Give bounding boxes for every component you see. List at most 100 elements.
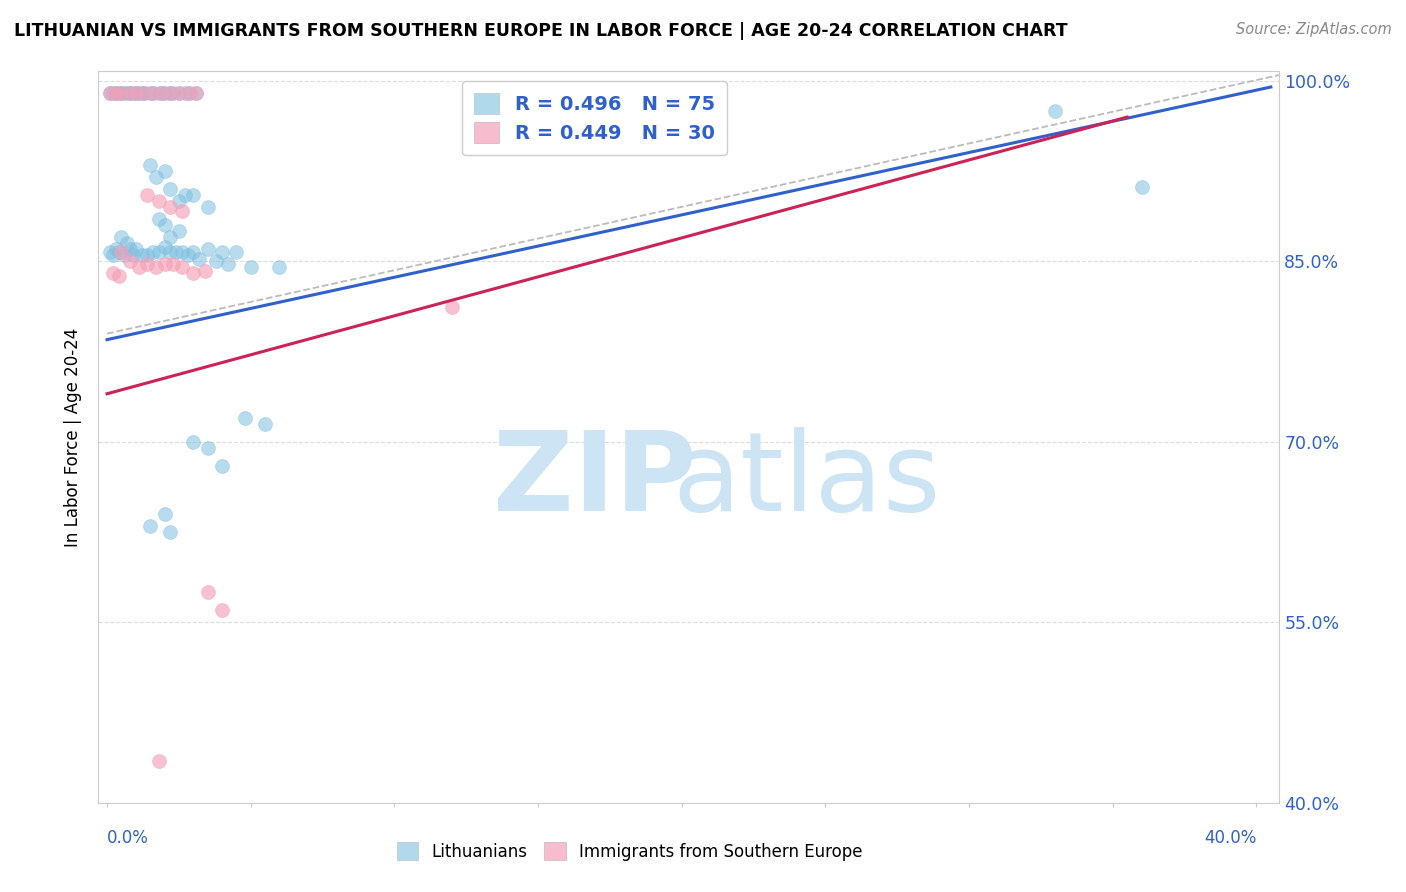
- Point: [194, 264, 217, 278]
- Point: [104, 86, 127, 100]
- Point: [131, 248, 153, 262]
- Point: [139, 86, 162, 100]
- Point: [153, 164, 176, 178]
- Point: [613, 140, 636, 154]
- Point: [115, 236, 138, 251]
- Point: [153, 86, 176, 100]
- Point: [233, 410, 256, 425]
- Point: [145, 260, 167, 275]
- Point: [118, 243, 141, 257]
- Point: [173, 188, 195, 202]
- Point: [136, 257, 159, 271]
- Point: [136, 188, 159, 202]
- Point: [197, 243, 219, 257]
- Point: [170, 260, 193, 275]
- Point: [142, 86, 165, 100]
- Point: [118, 86, 141, 100]
- Point: [225, 244, 247, 259]
- Point: [176, 248, 198, 262]
- Point: [112, 248, 135, 262]
- Point: [153, 507, 176, 521]
- Point: [128, 260, 150, 275]
- Point: [128, 86, 150, 100]
- Point: [211, 603, 233, 617]
- Text: atlas: atlas: [673, 427, 941, 534]
- Point: [153, 240, 176, 254]
- Point: [148, 194, 170, 209]
- Point: [167, 86, 190, 100]
- Point: [107, 268, 129, 283]
- Point: [1130, 179, 1153, 194]
- Point: [142, 244, 165, 259]
- Point: [181, 188, 204, 202]
- Point: [139, 519, 162, 533]
- Point: [150, 86, 173, 100]
- Text: 40.0%: 40.0%: [1204, 830, 1257, 847]
- Point: [159, 244, 181, 259]
- Point: [115, 86, 138, 100]
- Point: [205, 254, 228, 268]
- Text: 0.0%: 0.0%: [107, 830, 149, 847]
- Point: [110, 86, 132, 100]
- Point: [150, 86, 173, 100]
- Point: [107, 86, 129, 100]
- Point: [159, 86, 181, 100]
- Point: [110, 244, 132, 259]
- Point: [104, 243, 127, 257]
- Point: [148, 86, 170, 100]
- Point: [101, 248, 124, 262]
- Point: [159, 200, 181, 214]
- Point: [165, 244, 187, 259]
- Point: [162, 257, 184, 271]
- Point: [134, 86, 156, 100]
- Point: [134, 86, 156, 100]
- Text: LITHUANIAN VS IMMIGRANTS FROM SOUTHERN EUROPE IN LABOR FORCE | AGE 20-24 CORRELA: LITHUANIAN VS IMMIGRANTS FROM SOUTHERN E…: [14, 22, 1067, 40]
- Point: [162, 86, 184, 100]
- Point: [167, 224, 190, 238]
- Point: [139, 158, 162, 172]
- Point: [153, 219, 176, 233]
- Point: [184, 86, 207, 100]
- Point: [254, 417, 277, 431]
- Point: [142, 86, 165, 100]
- Point: [170, 244, 193, 259]
- Point: [98, 86, 121, 100]
- Point: [181, 244, 204, 259]
- Point: [125, 243, 148, 257]
- Point: [118, 254, 141, 268]
- Point: [176, 86, 198, 100]
- Point: [148, 212, 170, 227]
- Point: [170, 203, 193, 218]
- Point: [269, 260, 291, 275]
- Point: [1045, 104, 1067, 119]
- Point: [239, 260, 262, 275]
- Point: [107, 244, 129, 259]
- Point: [148, 244, 170, 259]
- Point: [153, 257, 176, 271]
- Point: [197, 585, 219, 599]
- Point: [136, 248, 159, 262]
- Point: [173, 86, 195, 100]
- Point: [211, 244, 233, 259]
- Point: [197, 441, 219, 455]
- Point: [101, 86, 124, 100]
- Point: [148, 754, 170, 768]
- Point: [179, 86, 201, 100]
- Point: [217, 257, 239, 271]
- Point: [145, 170, 167, 185]
- Point: [98, 86, 121, 100]
- Point: [112, 86, 135, 100]
- Point: [125, 86, 148, 100]
- Point: [110, 230, 132, 244]
- Point: [440, 300, 463, 314]
- Point: [131, 86, 153, 100]
- Point: [159, 230, 181, 244]
- Point: [181, 267, 204, 281]
- Y-axis label: In Labor Force | Age 20-24: In Labor Force | Age 20-24: [65, 327, 83, 547]
- Point: [101, 267, 124, 281]
- Point: [98, 244, 121, 259]
- Point: [159, 86, 181, 100]
- Point: [197, 200, 219, 214]
- Point: [110, 86, 132, 100]
- Point: [211, 458, 233, 473]
